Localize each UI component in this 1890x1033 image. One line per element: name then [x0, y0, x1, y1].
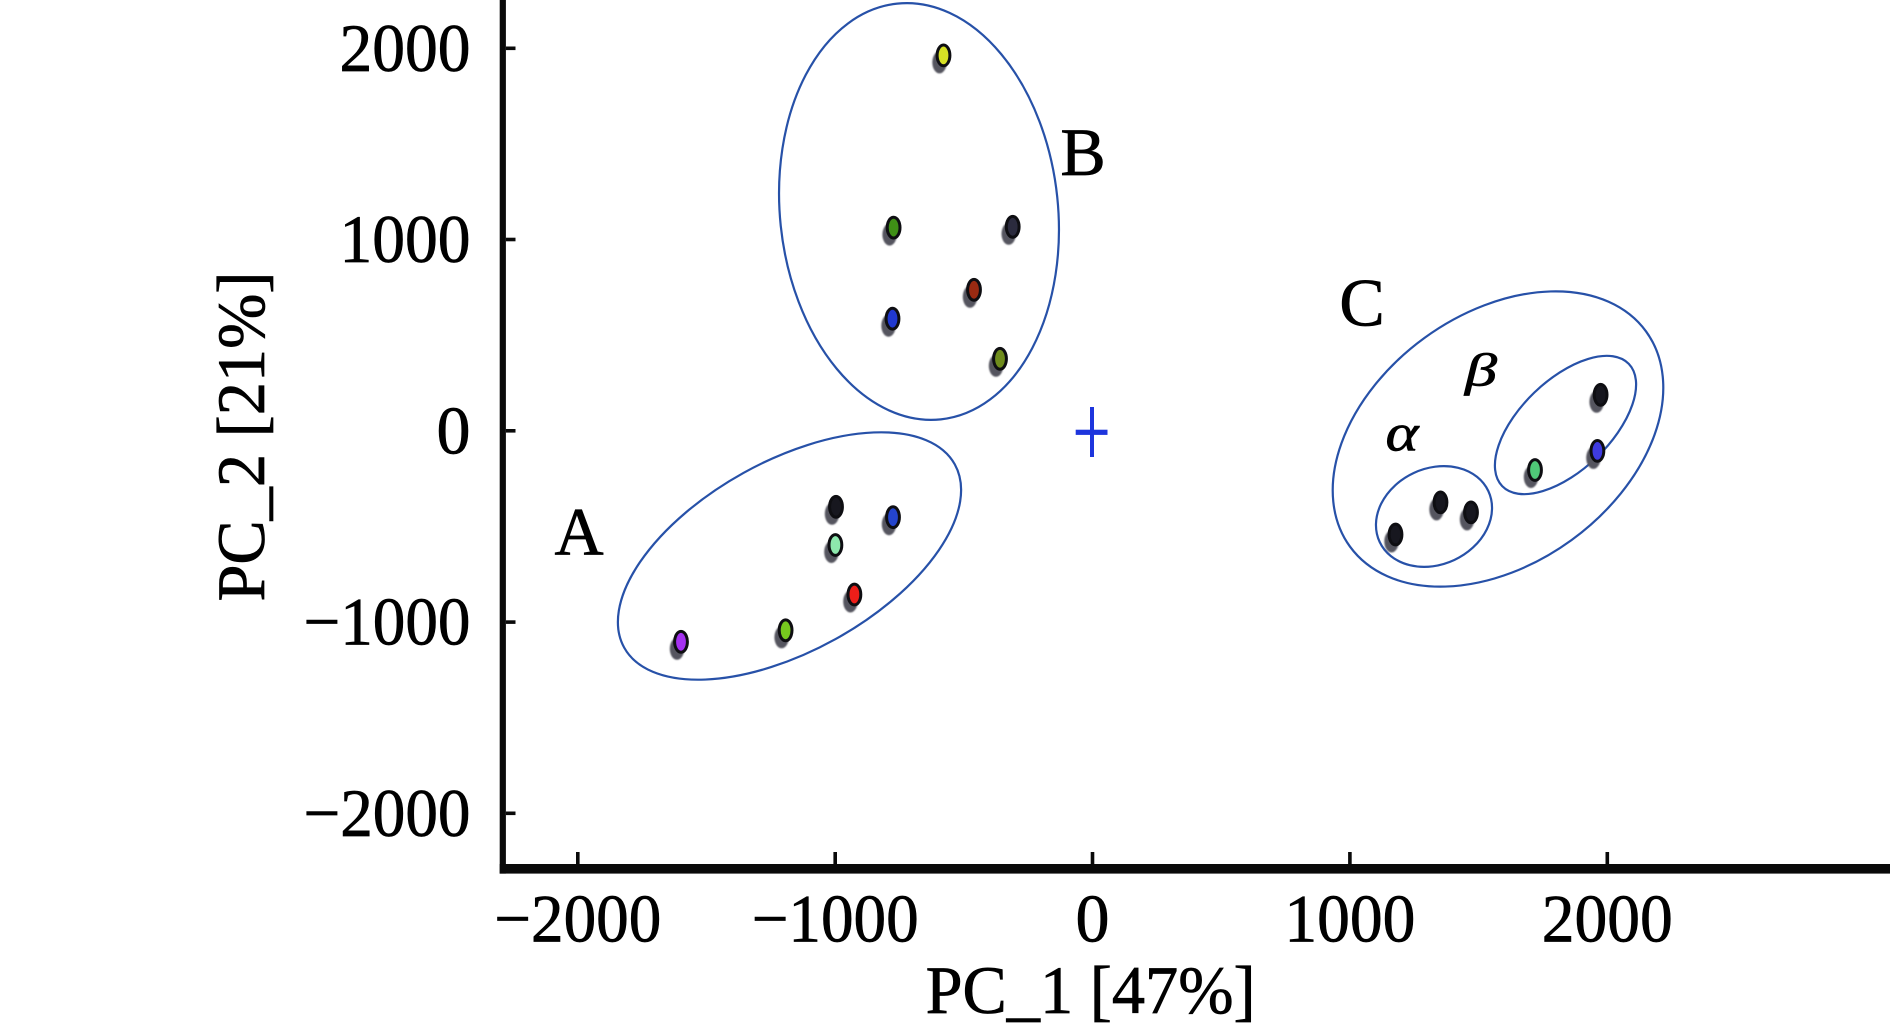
svg-text:PC_1 [47%]: PC_1 [47%] [926, 952, 1256, 1028]
svg-text:α: α [1386, 405, 1420, 463]
svg-text:B: B [1060, 114, 1105, 190]
svg-text:−2000: −2000 [494, 881, 661, 957]
svg-text:−1000: −1000 [304, 584, 471, 660]
svg-text:A: A [554, 494, 603, 570]
svg-text:β: β [1464, 345, 1498, 397]
svg-text:0: 0 [437, 392, 471, 468]
svg-text:2000: 2000 [340, 10, 471, 86]
svg-text:1000: 1000 [340, 201, 471, 277]
svg-text:PC_2 [21%]: PC_2 [21%] [203, 272, 279, 602]
svg-text:1000: 1000 [1284, 881, 1415, 957]
svg-text:0: 0 [1076, 881, 1110, 957]
svg-text:−2000: −2000 [304, 775, 471, 851]
svg-text:−1000: −1000 [752, 881, 919, 957]
svg-text:2000: 2000 [1542, 881, 1673, 957]
svg-text:C: C [1339, 265, 1384, 341]
